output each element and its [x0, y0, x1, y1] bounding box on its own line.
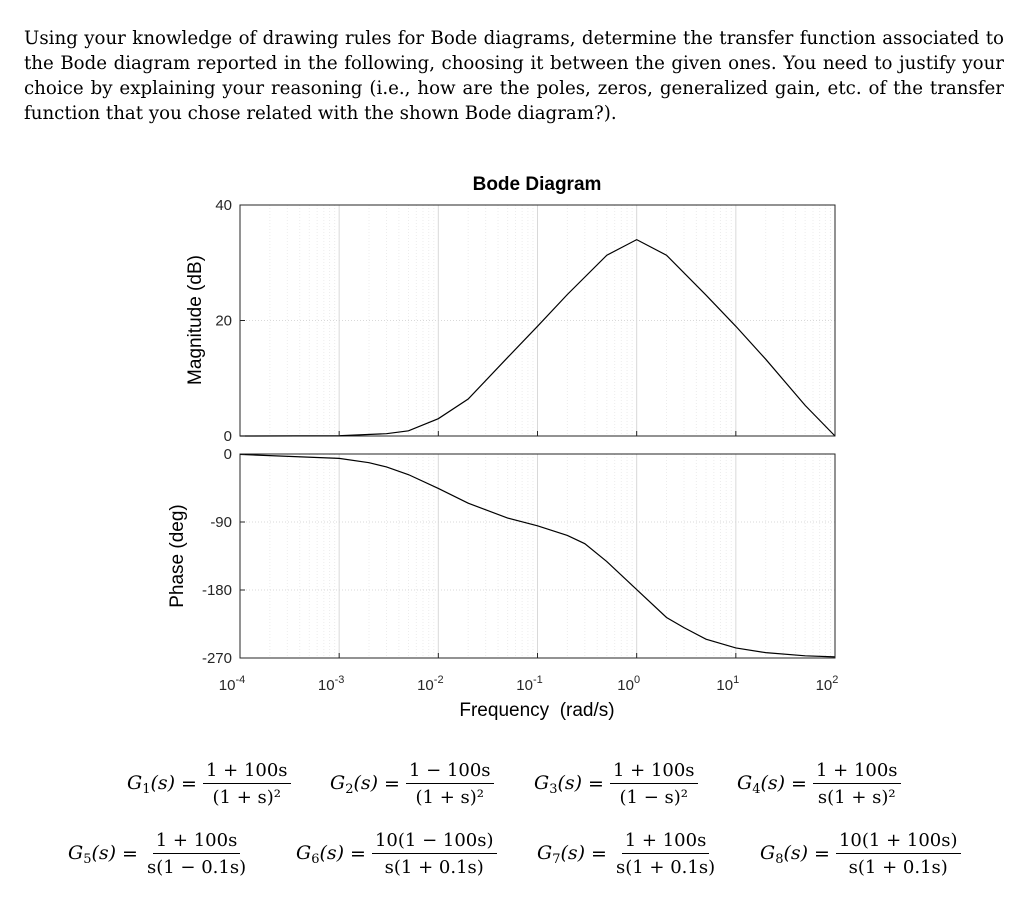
- y-tick-label: 0: [224, 428, 232, 445]
- numerator: 1 + 100s: [152, 830, 241, 854]
- question-text: Using your knowledge of drawing rules fo…: [24, 28, 1004, 125]
- option-name: G3(s): [534, 771, 583, 797]
- phase-axis-label: Phase (deg): [167, 504, 188, 608]
- magnitude-curve: [239, 238, 836, 437]
- option-g8: G8(s) = 10(1 + 100s) s(1 + 0.1s): [760, 830, 961, 878]
- magnitude-grid: [239, 204, 835, 437]
- numerator: 1 + 100s: [202, 760, 291, 784]
- chart-title: Bode Diagram: [473, 174, 602, 195]
- y-tick-label: -270: [202, 650, 232, 667]
- denominator: s(1 + s)²: [817, 787, 896, 808]
- phase-y-ticks: 0 -90 -180 -270: [202, 446, 245, 667]
- denominator: (1 + s)²: [212, 787, 281, 808]
- option-name: G5(s): [68, 841, 117, 867]
- bode-diagram: Bode Diagram 40 20 0 0 -90 -180 -270 10-4 10-3…: [167, 174, 839, 720]
- y-tick-label: 20: [215, 313, 232, 330]
- x-tick-label: 100: [617, 674, 640, 694]
- numerator: 10(1 − 100s): [371, 830, 497, 854]
- denominator: s(1 + 0.1s): [615, 857, 716, 878]
- option-name: G8(s): [760, 841, 809, 867]
- y-tick-label: 40: [215, 197, 232, 214]
- option-g3: G3(s) = 1 + 100s (1 − s)²: [534, 760, 698, 808]
- option-g5: G5(s) = 1 + 100s s(1 − 0.1s): [68, 830, 249, 878]
- y-tick-label: -90: [210, 514, 232, 531]
- y-tick-label: -180: [202, 582, 232, 599]
- numerator: 1 − 100s: [405, 760, 494, 784]
- numerator: 1 + 100s: [621, 830, 710, 854]
- denominator: (1 − s)²: [619, 787, 688, 808]
- denominator: s(1 − 0.1s): [146, 857, 247, 878]
- x-tick-label: 10-3: [318, 674, 344, 694]
- numerator: 1 + 100s: [609, 760, 698, 784]
- magnitude-axis-label: Magnitude (dB): [185, 255, 206, 385]
- x-tick-label: 10-4: [219, 674, 245, 694]
- phase-curve: [239, 453, 836, 658]
- x-tick-label: 10-1: [516, 674, 542, 694]
- phase-grid: [239, 453, 835, 659]
- y-tick-label: 0: [224, 446, 232, 463]
- option-g1: G1(s) = 1 + 100s (1 + s)²: [127, 760, 291, 808]
- option-g4: G4(s) = 1 + 100s s(1 + s)²: [737, 760, 901, 808]
- x-tick-label: 102: [816, 674, 839, 694]
- option-name: G7(s): [537, 841, 586, 867]
- x-tick-label: 101: [716, 674, 739, 694]
- frequency-axis-label: Frequency (rad/s): [459, 700, 614, 720]
- frequency-x-ticks: 10-4 10-3 10-2 10-1 100 101 102: [219, 431, 839, 694]
- denominator: s(1 + 0.1s): [848, 857, 948, 878]
- option-name: G2(s): [330, 771, 379, 797]
- transfer-function-options: G1(s) = 1 + 100s (1 + s)² G2(s) = 1 − 100…: [0, 760, 1024, 910]
- denominator: (1 + s)²: [415, 787, 484, 808]
- magnitude-y-ticks: 40 20 0: [215, 197, 245, 445]
- option-name: G4(s): [737, 771, 786, 797]
- x-tick-label: 10-2: [417, 674, 443, 694]
- option-name: G6(s): [296, 841, 345, 867]
- option-g7: G7(s) = 1 + 100s s(1 + 0.1s): [537, 830, 718, 878]
- denominator: s(1 + 0.1s): [384, 857, 484, 878]
- numerator: 1 + 100s: [812, 760, 901, 784]
- numerator: 10(1 + 100s): [835, 830, 961, 854]
- option-g6: G6(s) = 10(1 − 100s) s(1 + 0.1s): [296, 830, 497, 878]
- option-g2: G2(s) = 1 − 100s (1 + s)²: [330, 760, 494, 808]
- option-name: G1(s): [127, 771, 176, 797]
